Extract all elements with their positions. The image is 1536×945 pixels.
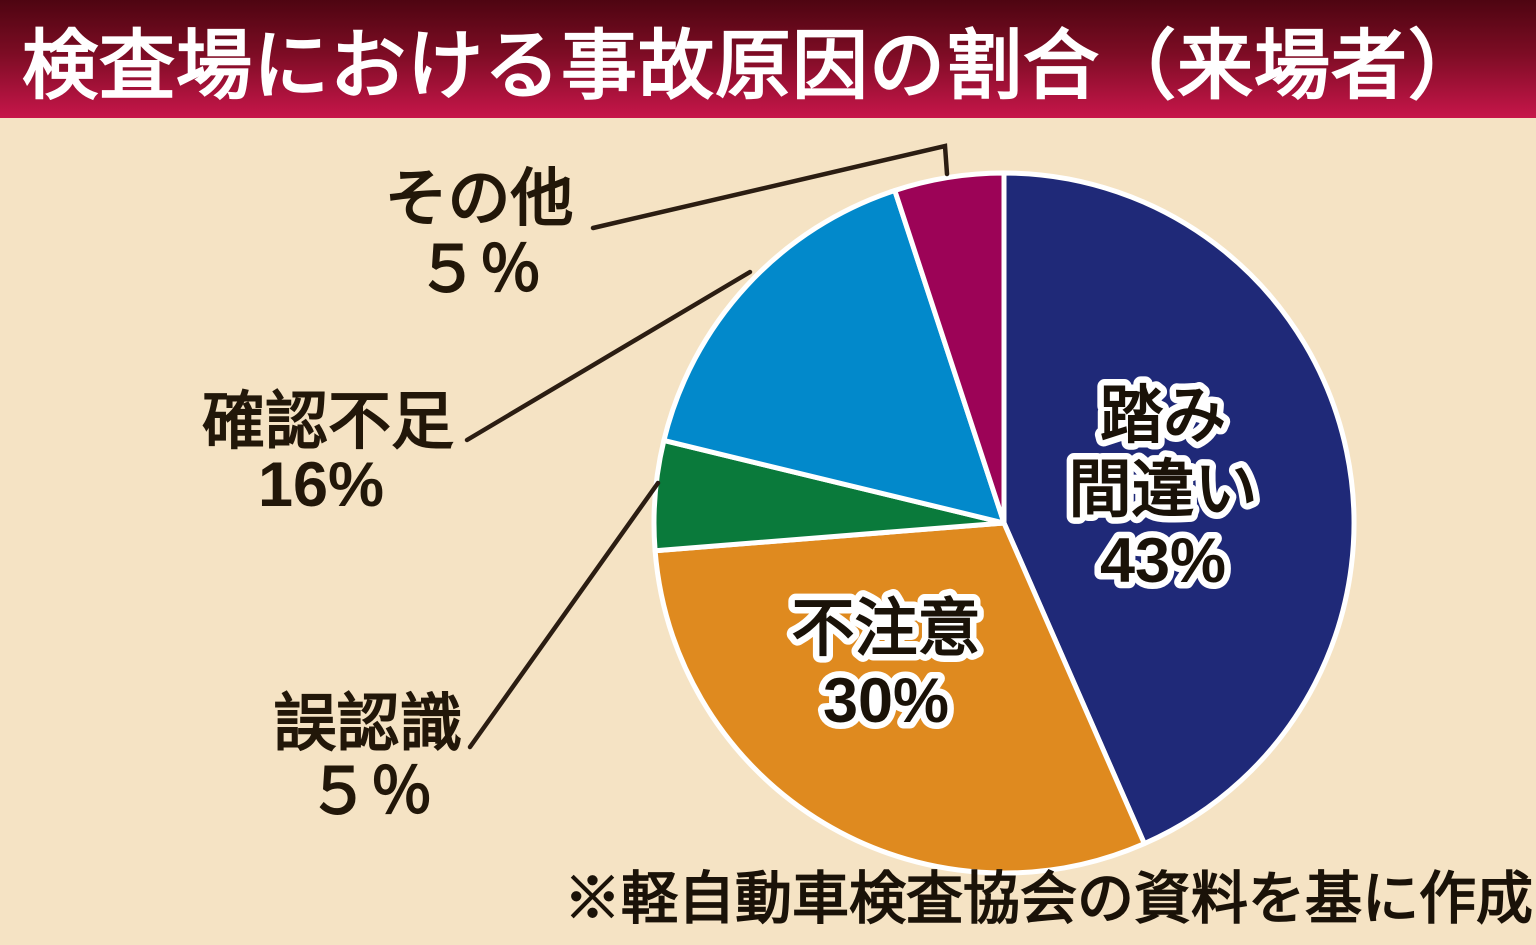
leader-line-insufficient-confirmation	[464, 269, 753, 443]
pedal-misapplication-label-value: 43%	[1100, 526, 1226, 596]
insufficient-confirmation-label-value: 16%	[258, 450, 384, 520]
source-note: ※軽自動車検査協会の資料を基に作成	[564, 867, 1533, 931]
insufficient-confirmation-label: 確認不足	[202, 387, 454, 457]
carelessness-label: 不注意	[792, 594, 981, 664]
pedal-misapplication-label-line1: 踏み	[1100, 381, 1226, 451]
leader-line-misrecognition	[467, 480, 661, 750]
page-title: 検査場における事故原因の割合（来場者）	[22, 24, 1485, 109]
pie-chart	[651, 170, 1357, 876]
pie-slice-確認不足	[661, 187, 1007, 526]
misrecognition-label: 誤認識	[274, 689, 463, 759]
leader-lines	[464, 143, 950, 750]
other-label-value: ５％	[416, 235, 542, 305]
pie-slice-踏み間違い	[1001, 170, 1357, 847]
pie-slice-不注意	[652, 520, 1147, 876]
pie-labels: 踏み 間違い 43% 不注意 30% その他 ５％ 確認不足 16% 誤認識 ５…	[202, 164, 1264, 827]
other-label: その他	[385, 164, 574, 234]
misrecognition-label-value: ５％	[307, 757, 433, 827]
pedal-misapplication-label-line2: 間違い	[1069, 455, 1258, 525]
title-bar: 検査場における事故原因の割合（来場者）	[0, 0, 1536, 118]
leader-line-other	[590, 143, 950, 231]
pie-slice-その他	[892, 170, 1007, 526]
carelessness-label-value: 30%	[823, 666, 949, 736]
